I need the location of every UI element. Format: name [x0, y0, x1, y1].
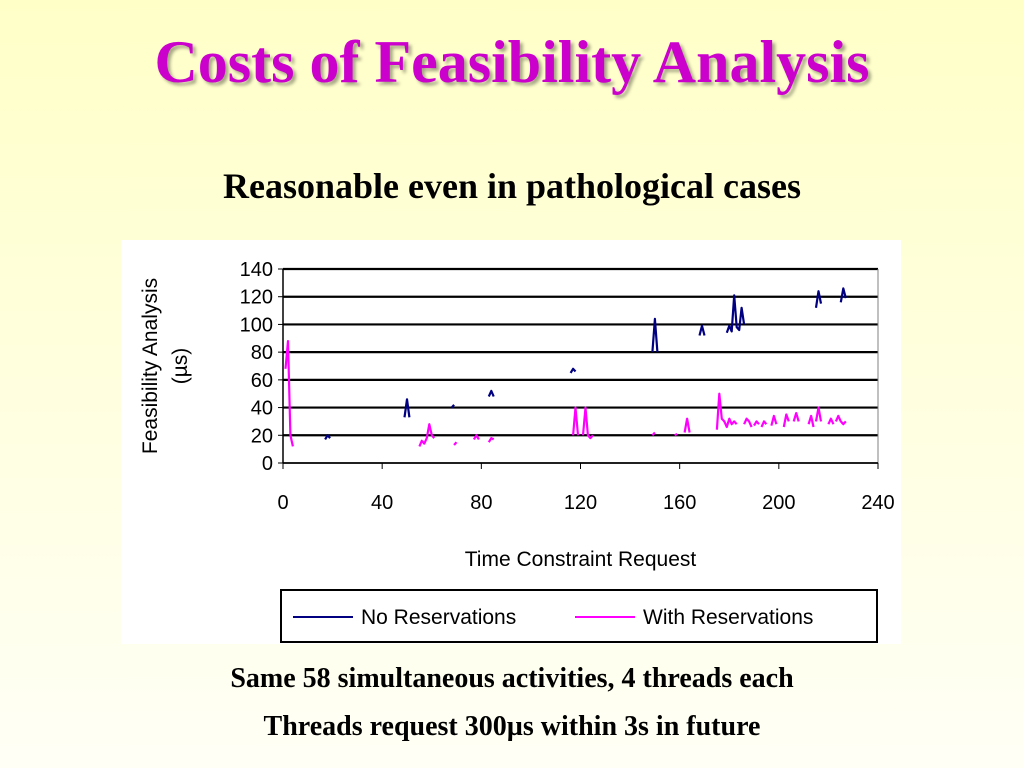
- series-no-reservations-segment-9: [814, 290, 823, 308]
- series-no-reservations-segment-4: [487, 389, 495, 397]
- series-no-reservations-segment-6: [651, 317, 659, 353]
- ytick-label-0: 0: [262, 453, 273, 475]
- xtick-label-160: 160: [663, 492, 696, 514]
- y-axis-title-line-1: Feasibility Analysis: [139, 278, 162, 454]
- xtick-label-200: 200: [762, 492, 795, 514]
- series-no-reservations-segment-7: [698, 324, 706, 336]
- slide-subtitle: Reasonable even in pathological cases: [222, 166, 801, 206]
- series-with-reservations-segment-7: [581, 406, 594, 440]
- series-no-reservations-segment-10: [839, 287, 847, 303]
- series-with-reservations-segment-19: [814, 406, 823, 422]
- ytick-label-40: 40: [251, 398, 273, 420]
- note-threads: Threads request 300µs within 3s in futur…: [263, 711, 761, 742]
- series-no-reservations-segment-2: [403, 398, 411, 418]
- legend-label-no-reservations: No Reservations: [361, 606, 516, 629]
- xtick-label-0: 0: [277, 492, 288, 514]
- ytick-label-100: 100: [240, 314, 273, 336]
- xtick-label-240: 240: [861, 492, 894, 514]
- xtick-label-40: 40: [371, 492, 393, 514]
- feasibility-chart: 0 20 40 60 80 100 120 140 0 40 80 120 160 200 240 Time …: [139, 259, 895, 643]
- series-no-reservations: [324, 287, 847, 440]
- series-with-reservations-segment-20: [827, 417, 835, 425]
- series-no-reservations-segment-1: [324, 434, 331, 440]
- series-with-reservations-segment-9: [674, 432, 678, 437]
- ytick-label-20: 20: [251, 425, 273, 447]
- series-no-reservations-segment-8: [725, 294, 746, 334]
- series-with-reservations-segment-10: [683, 417, 691, 433]
- series-with-reservations-segment-15: [770, 414, 778, 426]
- series-with-reservations-segment-13: [753, 420, 760, 427]
- series-with-reservations-segment-16: [782, 413, 790, 428]
- series-no-reservations-segment-3: [450, 404, 455, 409]
- y-axis-title: Feasibility Analysis (µs): [139, 278, 192, 454]
- series-with-reservations-segment-17: [792, 412, 800, 422]
- series-with-reservations: [284, 339, 847, 447]
- series-with-reservations-segment-12: [743, 417, 753, 428]
- series-with-reservations-segment-5: [487, 437, 495, 443]
- xtick-label-80: 80: [470, 492, 492, 514]
- ytick-label-60: 60: [251, 370, 273, 392]
- series-with-reservations-segment-4: [472, 434, 480, 440]
- legend-label-with-reservations: With Reservations: [643, 606, 813, 629]
- series-no-reservations-segment-5: [569, 367, 577, 374]
- y-axis-title-line-2: (µs): [169, 348, 192, 385]
- series-with-reservations-segment-14: [760, 420, 768, 428]
- ytick-label-120: 120: [240, 287, 273, 309]
- series-with-reservations-segment-3: [453, 441, 458, 446]
- ytick-label-140: 140: [240, 259, 273, 281]
- series-with-reservations-segment-21: [834, 414, 847, 426]
- series-with-reservations-segment-6: [572, 406, 580, 436]
- series-with-reservations-segment-2: [418, 423, 436, 447]
- series-with-reservations-segment-11: [715, 392, 738, 430]
- series-with-reservations-segment-18: [807, 414, 815, 428]
- x-axis-title: Time Constraint Request: [465, 548, 697, 571]
- note-activities: Same 58 simultaneous activities, 4 threa…: [230, 663, 794, 694]
- series-with-reservations-segment-8: [651, 431, 656, 437]
- ytick-label-80: 80: [251, 342, 273, 364]
- chart-container: 0 20 40 60 80 100 120 140 0 40 80 120 160 200 240 Time …: [121, 240, 901, 644]
- xtick-label-120: 120: [564, 492, 597, 514]
- series-with-reservations-segment-1: [284, 339, 294, 447]
- slide-title: Costs of Feasibility Analysis: [154, 29, 870, 95]
